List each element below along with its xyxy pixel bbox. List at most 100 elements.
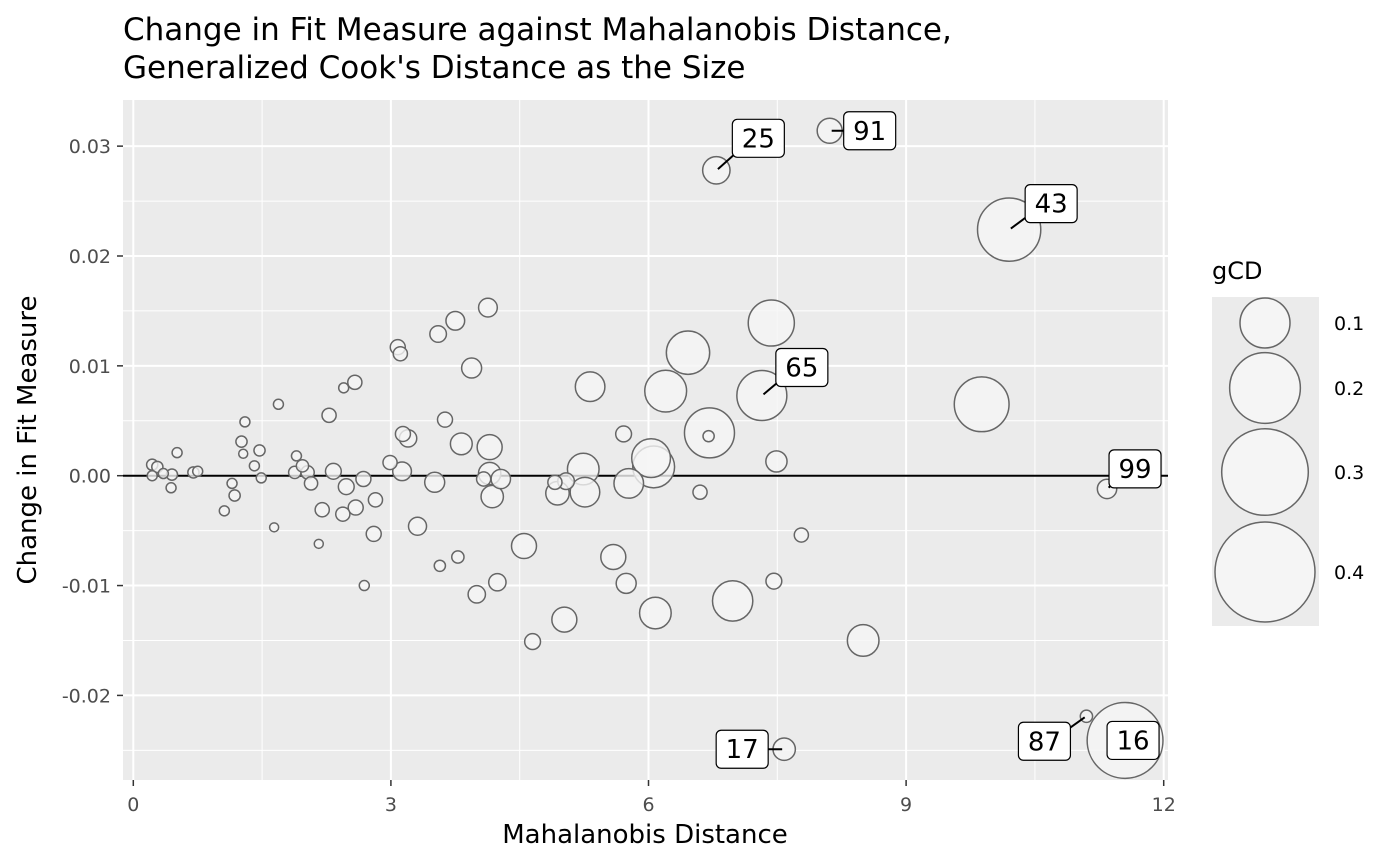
data-point bbox=[445, 310, 466, 331]
data-point bbox=[702, 429, 715, 443]
data-point bbox=[630, 438, 672, 479]
data-point bbox=[334, 506, 351, 522]
y-tick-label: -0.02 bbox=[62, 685, 111, 707]
data-point bbox=[547, 474, 563, 491]
y-axis: -0.02 -0.01 0.00 0.01 0.02 0.03 bbox=[62, 136, 123, 707]
data-point bbox=[303, 476, 319, 491]
point-label: 25 bbox=[742, 124, 775, 154]
data-point bbox=[253, 444, 266, 457]
data-point bbox=[467, 584, 487, 604]
point-label: 17 bbox=[726, 735, 759, 765]
data-point bbox=[321, 407, 337, 424]
x-tick-label: 12 bbox=[1152, 794, 1176, 816]
data-point bbox=[365, 525, 382, 543]
point-label: 91 bbox=[853, 117, 886, 147]
label-box bbox=[731, 118, 785, 158]
data-point bbox=[846, 623, 880, 658]
data-point bbox=[487, 572, 507, 592]
y-tick-label: 0.02 bbox=[69, 246, 111, 268]
data-point bbox=[551, 606, 578, 633]
legend-label: 0.1 bbox=[1334, 313, 1364, 335]
data-point bbox=[313, 538, 325, 550]
data-point bbox=[295, 458, 310, 473]
data-point bbox=[382, 454, 398, 471]
data-point bbox=[391, 461, 413, 482]
data-point bbox=[475, 471, 492, 487]
data-point bbox=[191, 465, 204, 478]
data-point bbox=[480, 484, 505, 509]
data-point bbox=[423, 471, 446, 494]
data-point bbox=[490, 468, 512, 490]
legend-label: 0.2 bbox=[1334, 378, 1364, 400]
data-point bbox=[1079, 709, 1094, 724]
data-point bbox=[218, 505, 231, 517]
data-point bbox=[615, 572, 637, 595]
x-axis: 0 3 6 9 12 bbox=[127, 780, 1176, 816]
data-point bbox=[665, 330, 711, 376]
data-point bbox=[692, 484, 708, 501]
point-label: 16 bbox=[1117, 726, 1150, 756]
label-box bbox=[1024, 184, 1078, 224]
data-point bbox=[433, 559, 447, 573]
data-point bbox=[765, 450, 788, 473]
chart-title: Change in Fit Measure against Mahalanobi… bbox=[123, 12, 952, 48]
data-point bbox=[146, 469, 158, 482]
data-point bbox=[248, 460, 261, 472]
label-box bbox=[775, 347, 829, 388]
data-point bbox=[736, 369, 788, 422]
data-point bbox=[523, 632, 542, 651]
data-point bbox=[793, 527, 810, 543]
data-point bbox=[394, 425, 412, 443]
legend-keys: 0.1 0.2 0.3 0.4 bbox=[1214, 297, 1364, 623]
data-point bbox=[476, 433, 503, 461]
legend-label: 0.4 bbox=[1334, 562, 1364, 584]
data-point bbox=[569, 476, 601, 508]
legend-label: 0.3 bbox=[1334, 462, 1364, 484]
point-label: 99 bbox=[1118, 455, 1151, 485]
data-point bbox=[451, 550, 465, 564]
x-tick-label: 3 bbox=[385, 794, 397, 816]
data-point bbox=[711, 580, 754, 622]
data-point bbox=[235, 435, 248, 448]
data-point bbox=[337, 382, 350, 394]
data-point bbox=[226, 477, 238, 490]
data-point bbox=[171, 446, 183, 459]
data-point bbox=[510, 532, 538, 560]
data-point bbox=[638, 596, 672, 630]
data-point bbox=[574, 371, 606, 403]
legend-title: gCD bbox=[1212, 257, 1262, 285]
data-point bbox=[239, 416, 251, 428]
data-point bbox=[614, 425, 633, 443]
data-point bbox=[953, 376, 1010, 433]
data-point bbox=[644, 369, 688, 413]
data-point bbox=[314, 501, 331, 518]
legend-size-circle bbox=[1214, 521, 1316, 623]
label-box bbox=[715, 729, 769, 769]
data-point bbox=[157, 467, 170, 480]
data-point bbox=[392, 345, 409, 362]
legend-size-circle bbox=[1239, 297, 1291, 349]
legend-size-circle bbox=[1228, 351, 1302, 425]
data-point bbox=[347, 499, 364, 516]
label-box bbox=[843, 111, 897, 151]
data-point bbox=[747, 299, 796, 347]
data-point bbox=[228, 489, 241, 502]
data-point bbox=[600, 543, 627, 571]
data-point bbox=[165, 482, 177, 494]
data-point bbox=[237, 448, 249, 459]
y-tick-label: 0.01 bbox=[69, 356, 111, 378]
data-point bbox=[268, 522, 280, 533]
data-point bbox=[355, 470, 372, 488]
data-point bbox=[347, 374, 363, 391]
data-point bbox=[358, 579, 371, 592]
y-axis-title: Change in Fit Measure bbox=[13, 295, 43, 584]
x-axis-title: Mahalanobis Distance bbox=[502, 820, 788, 850]
size-legend: gCD 0.1 0.2 0.3 0.4 bbox=[1212, 257, 1364, 626]
point-label: 87 bbox=[1028, 727, 1061, 757]
data-point bbox=[449, 432, 473, 456]
x-tick-label: 0 bbox=[127, 794, 139, 816]
data-point bbox=[436, 411, 454, 428]
point-label: 43 bbox=[1035, 190, 1068, 220]
point-label: 65 bbox=[785, 354, 818, 384]
label-box bbox=[1017, 721, 1072, 761]
